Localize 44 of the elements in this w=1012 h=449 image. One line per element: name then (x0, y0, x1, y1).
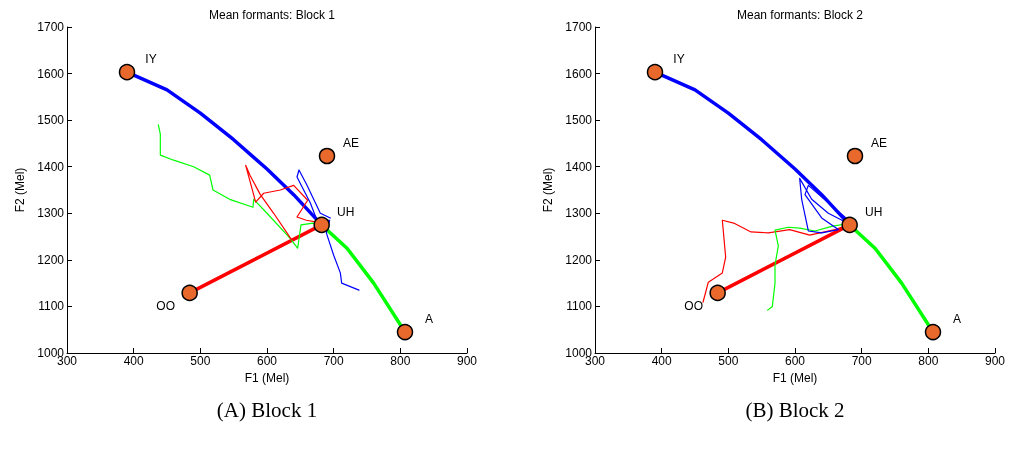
x-axis-title: F1 (Mel) (244, 370, 290, 385)
x-tick-label: 500 (190, 354, 211, 368)
annotation: AE (870, 136, 888, 150)
y-tick-label: 1500 (565, 113, 593, 128)
x-tick-label: 800 (918, 354, 939, 368)
x-tick-label: 800 (390, 354, 411, 368)
y-tick-label: 1400 (565, 159, 593, 174)
annotation: OO (684, 298, 703, 313)
y-tick-label: 1400 (37, 159, 65, 174)
y-tick-label: 1700 (37, 20, 65, 34)
x-tick-label: 700 (323, 354, 344, 368)
y-tick-label: 1300 (565, 206, 593, 221)
x-axis-title: F1 (Mel) (772, 370, 818, 385)
x-tick-label: 600 (784, 354, 806, 368)
annotation: UH (336, 204, 355, 219)
x-tick-label: 400 (123, 354, 144, 368)
y-tick-label: 1700 (565, 20, 593, 34)
annotation: A (424, 312, 434, 327)
y-axis-title: F2 (Mel) (541, 167, 556, 213)
annotation: AE (342, 136, 360, 150)
annotation: IY (673, 52, 685, 67)
y-tick-label: 1500 (37, 113, 65, 128)
y-tick-label: 1100 (38, 299, 65, 314)
x-tick-label: 900 (456, 354, 478, 368)
annotation: OO (156, 298, 175, 313)
chart-title: Mean formants: Block 2 (736, 8, 864, 22)
annotation: IY (145, 52, 157, 67)
y-tick-label: 1300 (37, 206, 65, 221)
text: (A) Block 1 (215, 398, 319, 423)
chart-title: Mean formants: Block 1 (208, 8, 336, 22)
x-tick-label: 700 (851, 354, 872, 368)
y-tick-label: 1200 (565, 252, 593, 267)
annotation: UH (864, 204, 883, 219)
y-tick-label: 1100 (566, 299, 593, 314)
text: (B) Block 2 (744, 398, 846, 423)
x-tick-label: 900 (984, 354, 1006, 368)
y-axis-title: F2 (Mel) (13, 167, 28, 213)
y-tick-label: 1600 (565, 66, 593, 81)
y-tick-label: 1600 (37, 66, 65, 81)
x-tick-label: 600 (256, 354, 278, 368)
x-tick-label: 400 (651, 354, 672, 368)
annotation: A (952, 312, 962, 327)
y-tick-label: 1200 (37, 252, 65, 267)
x-tick-label: 500 (718, 354, 739, 368)
